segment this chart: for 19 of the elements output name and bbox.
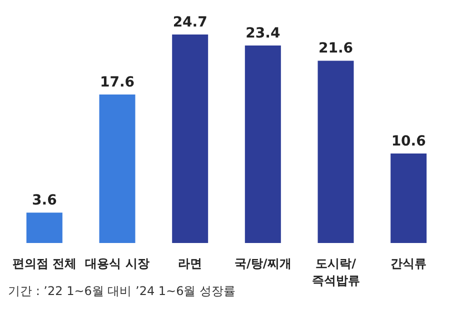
- x-tick-label: 대용식 시장: [85, 256, 150, 270]
- x-tick-label: 도시락/ 즉석밥류: [312, 256, 360, 288]
- bar: [390, 154, 427, 243]
- data-label: 24.7: [172, 14, 208, 31]
- x-tick-label: 라면: [178, 256, 202, 270]
- bar: [244, 46, 281, 243]
- data-label: 21.6: [318, 40, 354, 57]
- data-label: 17.6: [100, 74, 135, 90]
- data-label: 3.6: [32, 192, 57, 209]
- bar: [318, 60, 354, 243]
- text: 기간 : ’22 1~6월 대비 ’24 1~6월 성장률: [8, 283, 236, 300]
- x-tick-label: 편의점 전체: [12, 256, 77, 270]
- bar: [172, 34, 208, 243]
- bar: [99, 94, 136, 243]
- x-tick-label: 간식류: [390, 256, 427, 270]
- data-label: 23.4: [246, 26, 280, 42]
- x-tick-label: 국/탕/찌개: [234, 256, 292, 270]
- data-label: 10.6: [391, 134, 426, 150]
- bar: [26, 212, 62, 243]
